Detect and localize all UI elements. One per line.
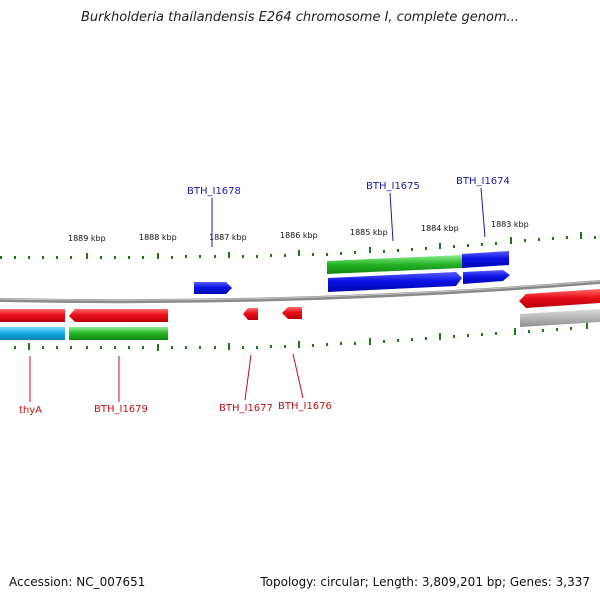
forward-strand <box>194 251 510 294</box>
inner-tick-row <box>14 322 588 351</box>
cds-bar-bth-i1675[interactable] <box>327 255 462 274</box>
reverse-strand <box>0 289 600 340</box>
forward-gene-labels: BTH_I1678 BTH_I1675 BTH_I1674 <box>187 176 510 197</box>
kbp-labels: 1889 kbp 1888 kbp 1887 kbp 1886 kbp 1885… <box>68 220 529 243</box>
gene-label-bth-i1679[interactable]: BTH_I1679 <box>94 404 148 415</box>
gene-arrow-bth-i1678[interactable] <box>194 282 232 294</box>
gene-label-bth-i1675[interactable]: BTH_I1675 <box>366 181 420 192</box>
kbp-label-1885: 1885 kbp <box>350 228 388 237</box>
reverse-gene-labels: thyA BTH_I1679 BTH_I1677 BTH_I1676 <box>19 401 332 416</box>
gene-label-bth-i1678[interactable]: BTH_I1678 <box>187 186 241 197</box>
reverse-label-leaders <box>29 353 304 402</box>
accession-text: Accession: NC_007651 <box>9 575 146 589</box>
gene-arrow-bth-i1676[interactable] <box>282 307 302 319</box>
kbp-label-1888: 1888 kbp <box>139 233 177 242</box>
gene-label-thya[interactable]: thyA <box>19 405 42 416</box>
kbp-label-1883: 1883 kbp <box>491 220 529 229</box>
outer-tick-row <box>0 232 596 259</box>
kbp-label-1887: 1887 kbp <box>209 233 247 242</box>
forward-label-leaders <box>211 187 486 247</box>
gene-arrow-bth-i1675[interactable] <box>328 272 462 292</box>
kbp-label-1886: 1886 kbp <box>280 231 318 240</box>
topology-summary: Topology: circular; Length: 3,809,201 bp… <box>260 575 590 589</box>
kbp-label-1884: 1884 kbp <box>421 224 459 233</box>
gene-arrow-bth-i1674-upper[interactable] <box>462 251 509 268</box>
gene-arrow-bth-i1677[interactable] <box>243 308 258 320</box>
gene-arrow-bth-i1674[interactable] <box>463 270 510 284</box>
gene-arrow-bth-i1679[interactable] <box>69 309 168 322</box>
chromosome-backbone <box>0 280 600 304</box>
gene-label-bth-i1674[interactable]: BTH_I1674 <box>456 176 510 187</box>
cds-bar-right-grey[interactable] <box>520 309 600 327</box>
kbp-label-1889: 1889 kbp <box>68 234 106 243</box>
cds-bar-bth-i1679[interactable] <box>69 327 168 340</box>
gene-label-bth-i1677[interactable]: BTH_I1677 <box>219 403 273 414</box>
gene-arrow-thya[interactable] <box>0 309 65 322</box>
gene-arrow-right-red[interactable] <box>519 289 600 308</box>
gene-label-bth-i1676[interactable]: BTH_I1676 <box>278 401 332 412</box>
map-title: Burkholderia thailandensis E264 chromoso… <box>80 10 520 25</box>
cds-bar-thya[interactable] <box>0 327 65 340</box>
